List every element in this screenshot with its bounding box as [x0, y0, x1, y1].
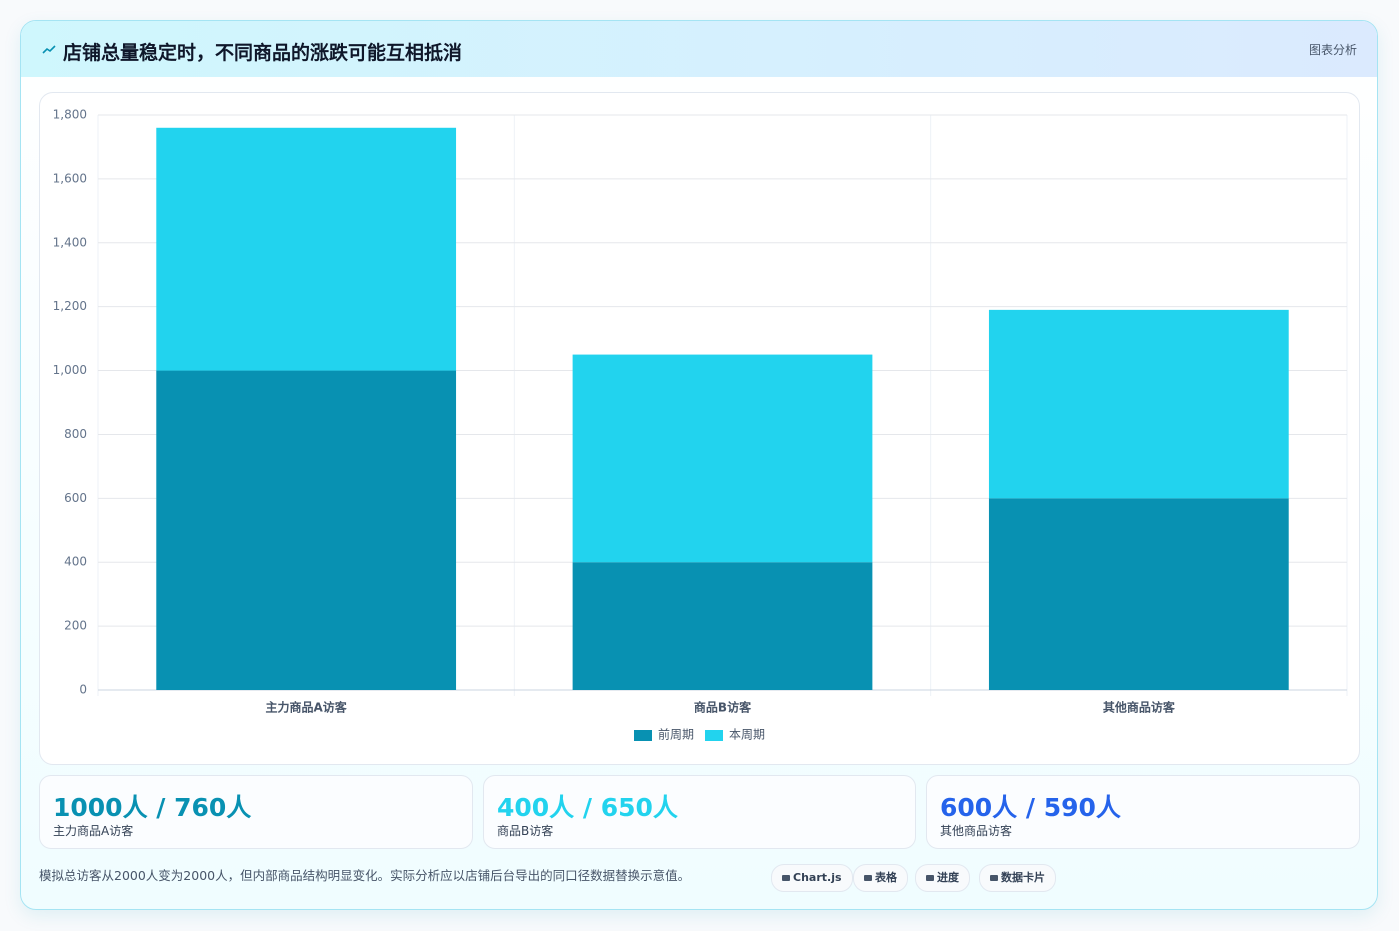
- tag-chip: 表格: [853, 864, 908, 892]
- stat-label: 商品B访客: [497, 824, 554, 838]
- tag-chip: 数据卡片: [979, 864, 1056, 892]
- stat-label: 其他商品访客: [940, 824, 1013, 838]
- bar: [156, 370, 457, 690]
- y-tick-label: 1,800: [53, 108, 87, 122]
- bar: [572, 354, 873, 563]
- footer-note: 模拟总访客从2000人变为2000人，但内部商品结构明显变化。实际分析应以店铺后…: [39, 868, 691, 883]
- header-title: 店铺总量稳定时，不同商品的涨跌可能互相抵消: [63, 42, 463, 64]
- bar: [988, 498, 1289, 690]
- stat-value: 400人 / 650人: [497, 793, 678, 822]
- stat-value: 1000人 / 760人: [53, 793, 252, 822]
- legend-swatch: [705, 730, 723, 741]
- stat-value: 600人 / 590人: [940, 793, 1121, 822]
- legend-label: 前周期: [658, 727, 694, 742]
- x-tick-label: 其他商品访客: [1103, 700, 1176, 715]
- tag-icon: [926, 875, 934, 881]
- y-tick-label: 1,600: [53, 171, 87, 185]
- tag-label: Chart.js: [793, 871, 842, 884]
- y-tick-label: 600: [64, 491, 87, 505]
- stat-card: 600人 / 590人其他商品访客: [926, 775, 1360, 849]
- x-tick-label: 主力商品A访客: [266, 700, 348, 715]
- bar: [572, 562, 873, 690]
- stat-label: 主力商品A访客: [53, 824, 134, 838]
- legend-swatch: [634, 730, 652, 741]
- legend-label: 本周期: [729, 728, 765, 742]
- tag-chip: 进度: [915, 864, 970, 892]
- stat-card: 400人 / 650人商品B访客: [483, 775, 916, 849]
- tag-icon: [990, 875, 998, 881]
- y-tick-label: 1,400: [53, 235, 87, 249]
- tag-label: 表格: [875, 871, 897, 884]
- tag-chip: Chart.js: [771, 864, 853, 892]
- tag-icon: [782, 875, 790, 881]
- y-tick-label: 400: [64, 555, 87, 569]
- header-icon: [42, 45, 56, 54]
- y-tick-label: 1,200: [53, 299, 87, 313]
- y-tick-label: 800: [64, 427, 87, 441]
- bar: [156, 127, 457, 371]
- y-tick-label: 200: [64, 619, 87, 633]
- y-tick-label: 1,000: [53, 363, 87, 377]
- y-tick-label: 0: [79, 683, 87, 697]
- x-tick-label: 商品B访客: [694, 700, 752, 715]
- bar: [988, 309, 1289, 499]
- stat-card: 1000人 / 760人主力商品A访客: [39, 775, 473, 849]
- tag-icon: [864, 875, 872, 881]
- tag-label: 数据卡片: [1001, 871, 1045, 884]
- header-tag: 图表分析: [1308, 43, 1357, 57]
- header: 店铺总量稳定时，不同商品的涨跌可能互相抵消 图表分析: [21, 21, 1377, 77]
- tag-label: 进度: [937, 871, 959, 884]
